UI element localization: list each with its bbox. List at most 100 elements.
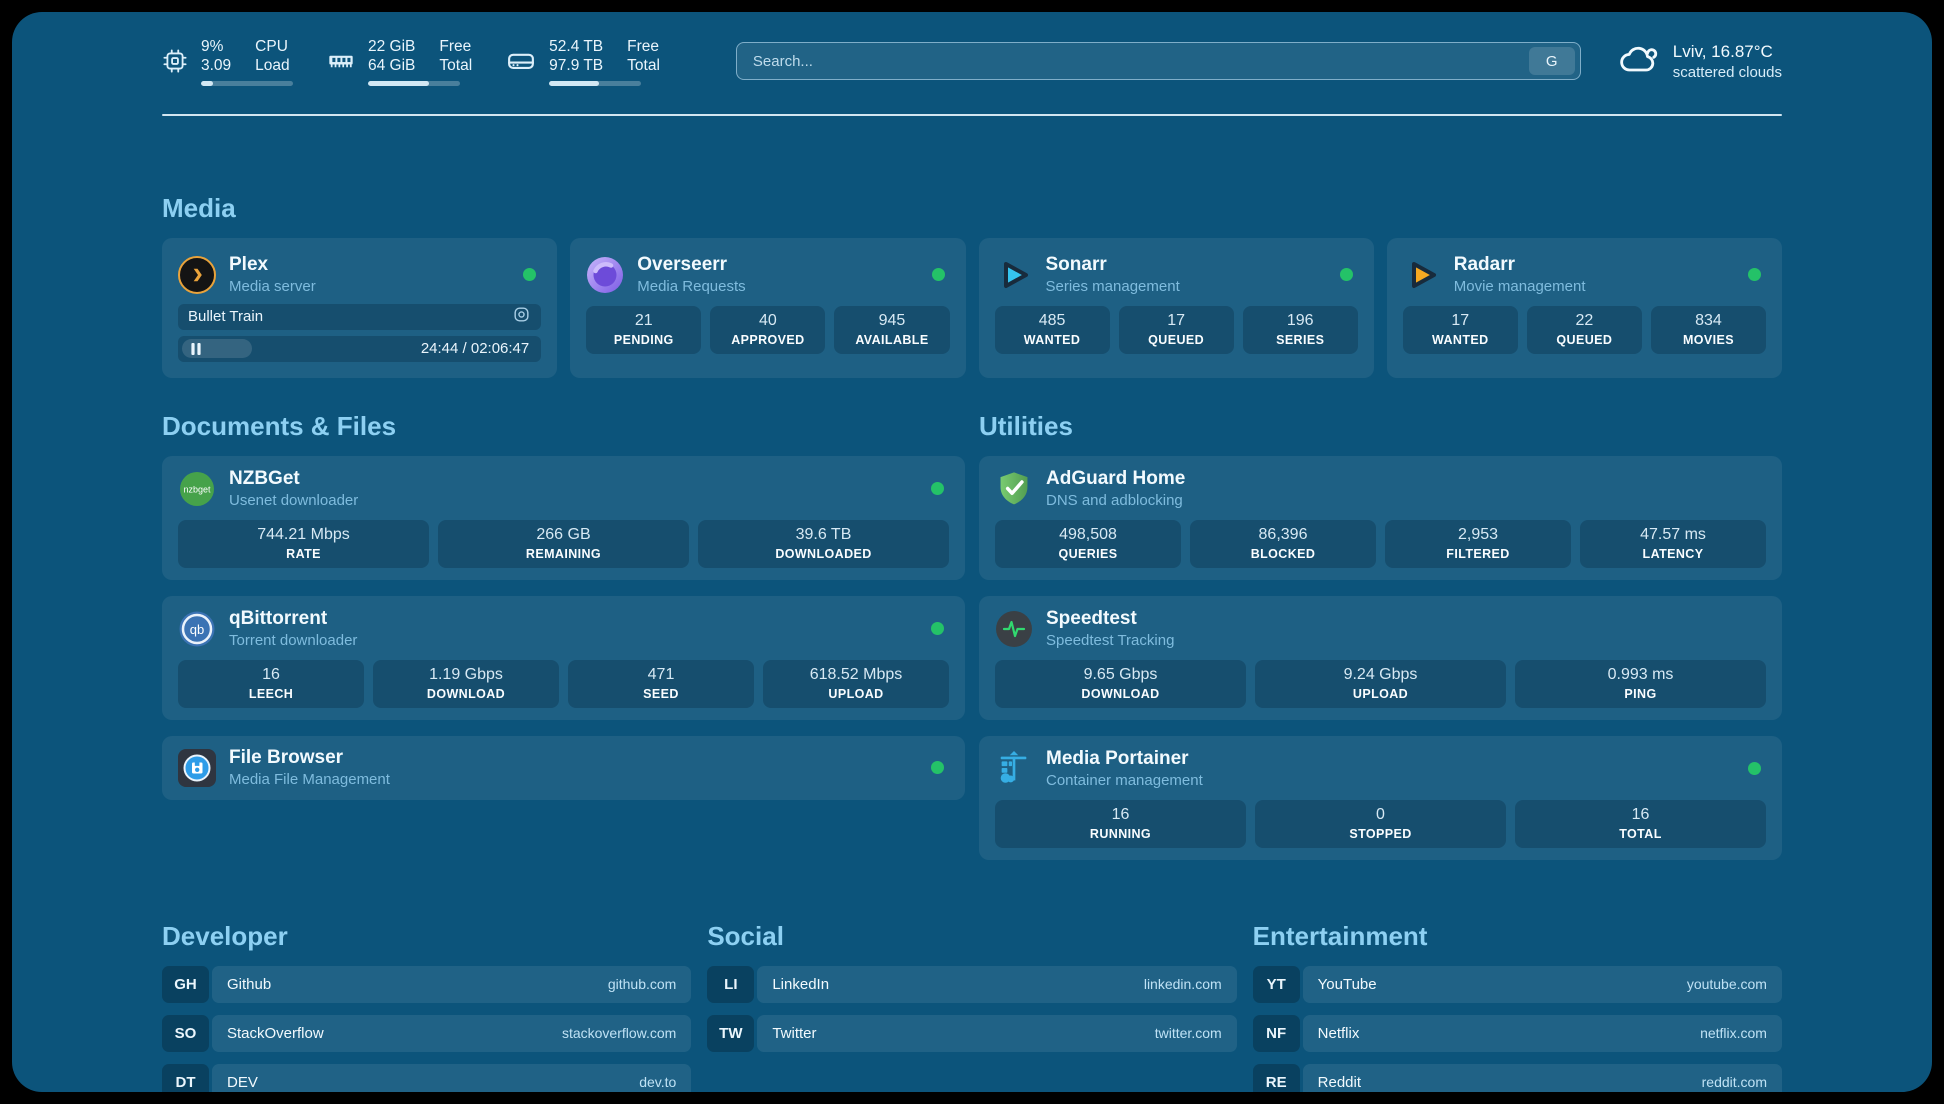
stat-box: 1.19 Gbps DOWNLOAD <box>373 659 559 708</box>
cpu-usage-value: 9% <box>201 38 224 55</box>
bookmark-row-dev[interactable]: DT DEV dev.to <box>162 1063 692 1092</box>
bookmark-name: Twitter <box>772 1024 817 1042</box>
plex-icon <box>178 255 216 294</box>
bookmark-url: linkedin.com <box>1143 976 1222 992</box>
status-dot <box>1339 268 1353 281</box>
app-title: NZBGet <box>229 468 300 489</box>
app-subtitle: Movie management <box>1453 278 1586 295</box>
app-card-sonarr[interactable]: Sonarr Series management 485 WANTED 17 QUE… <box>978 237 1374 378</box>
app-card-speedtest[interactable]: Speedtest Speedtest Tracking 9.65 Gbps DO… <box>979 595 1782 720</box>
section-title-media: Media <box>162 192 236 223</box>
app-card-adguard[interactable]: AdGuard Home DNS and adblocking 498,508 Q… <box>979 455 1782 580</box>
bookmark-name: LinkedIn <box>772 975 830 993</box>
playback-bar: 24:44 / 02:06:47 <box>178 335 542 362</box>
section-title-documents: Documents & Files <box>162 410 397 441</box>
cpu-widget: 9% 3.09 CPU Load <box>162 37 293 86</box>
disk-free-label: Free <box>627 38 660 55</box>
stat-box: 9.65 Gbps DOWNLOAD <box>995 659 1246 708</box>
bookmark-url: stackoverflow.com <box>561 1025 677 1041</box>
bookmark-abbr: YT <box>1252 965 1300 1003</box>
bookmark-row-linkedin[interactable]: LI LinkedIn linkedin.com <box>707 965 1237 1003</box>
memory-free-label: Free <box>439 38 472 55</box>
bookmark-row-github[interactable]: GH Github github.com <box>162 965 692 1003</box>
session-icon <box>512 305 531 329</box>
qbittorrent-icon: qb <box>178 610 216 648</box>
app-card-portainer[interactable]: Media Portainer Container management 16 R… <box>979 735 1782 860</box>
app-subtitle: Media Requests <box>637 278 746 295</box>
bookmark-row-reddit[interactable]: RE Reddit reddit.com <box>1252 1063 1782 1092</box>
disk-total-value: 97.9 TB <box>549 57 604 74</box>
bookmark-row-netflix[interactable]: NF Netflix netflix.com <box>1252 1014 1782 1052</box>
app-subtitle: Container management <box>1046 772 1203 789</box>
cpu-load-label: Load <box>255 57 290 74</box>
bookmark-row-stackoverflow[interactable]: SO StackOverflow stackoverflow.com <box>162 1014 692 1052</box>
top-bar: 9% 3.09 CPU Load <box>162 37 1782 86</box>
app-card-nzbget[interactable]: nzbget NZBGet Usenet downloader 744.21 M… <box>162 455 965 580</box>
app-card-radarr[interactable]: Radarr Movie management 17 WANTED 22 QUEUE… <box>1386 237 1782 378</box>
disk-widget: 52.4 TB 97.9 TB Free Total <box>506 37 660 86</box>
bookmark-name: Reddit <box>1317 1073 1362 1091</box>
search-input[interactable] <box>750 51 1529 71</box>
app-subtitle: Usenet downloader <box>229 492 359 509</box>
disk-free-value: 52.4 TB <box>549 38 604 55</box>
section-title-utilities: Utilities <box>979 410 1073 441</box>
cpu-usage-label: CPU <box>255 38 288 55</box>
overseerr-icon <box>586 256 624 294</box>
app-title: File Browser <box>229 747 344 768</box>
bookmark-name: StackOverflow <box>227 1024 324 1042</box>
bookmark-row-twitter[interactable]: TW Twitter twitter.com <box>707 1014 1237 1052</box>
bookmark-url: dev.to <box>639 1074 677 1090</box>
disk-total-label: Total <box>627 57 660 74</box>
bookmark-name: DEV <box>227 1073 258 1091</box>
search-engine-button[interactable]: G <box>1528 47 1575 76</box>
pause-icon[interactable] <box>191 342 201 355</box>
stat-box: 2,953 FILTERED <box>1385 519 1571 568</box>
app-card-plex[interactable]: Plex Media server Bullet Train <box>162 237 558 378</box>
bookmark-url: github.com <box>607 976 677 992</box>
stat-box: 39.6 TB DOWNLOADED <box>698 519 949 568</box>
weather-widget: Lviv, 16.87°C scattered clouds <box>1617 40 1782 83</box>
app-card-overseerr[interactable]: Overseerr Media Requests 21 PENDING 40 APP… <box>570 237 966 378</box>
app-subtitle: Torrent downloader <box>229 632 358 649</box>
stat-box: 498,508 QUERIES <box>995 519 1181 568</box>
app-card-qbittorrent[interactable]: qb qBittorrent Torrent downloader 16 LEEC… <box>162 595 965 720</box>
app-title: Overseerr <box>637 254 728 275</box>
cpu-chip-icon <box>162 48 188 74</box>
stat-box: 0 STOPPED <box>1255 799 1506 848</box>
section-title-entertainment: Entertainment <box>1252 920 1428 951</box>
filebrowser-icon <box>178 748 216 787</box>
app-card-filebrowser[interactable]: File Browser Media File Management <box>162 735 965 800</box>
playback-time: 24:44 / 02:06:47 <box>420 340 530 357</box>
now-playing-title: Bullet Train <box>188 308 264 325</box>
bookmark-url: twitter.com <box>1154 1025 1222 1041</box>
bookmark-row-youtube[interactable]: YT YouTube youtube.com <box>1252 965 1782 1003</box>
app-title: Sonarr <box>1045 254 1107 275</box>
stat-box: 40 APPROVED <box>710 305 826 354</box>
status-dot <box>931 622 944 635</box>
app-subtitle: Media File Management <box>229 771 390 788</box>
radarr-icon <box>1403 256 1441 294</box>
bookmarks-developer: Developer GH Github github.com SO StackO… <box>162 920 692 1092</box>
app-title: Speedtest <box>1046 608 1137 629</box>
bookmark-abbr: RE <box>1252 1063 1300 1092</box>
status-dot <box>931 761 944 774</box>
memory-icon <box>327 47 355 75</box>
stat-box: 471 SEED <box>568 659 754 708</box>
section-title-developer: Developer <box>162 920 288 951</box>
stat-box: 47.57 ms LATENCY <box>1580 519 1766 568</box>
stat-box: 618.52 Mbps UPLOAD <box>763 659 949 708</box>
bookmark-name: YouTube <box>1317 975 1377 993</box>
stat-box: 744.21 Mbps RATE <box>178 519 429 568</box>
nzbget-icon: nzbget <box>178 470 216 508</box>
bookmark-url: youtube.com <box>1686 976 1767 992</box>
svg-text:qb: qb <box>190 622 204 637</box>
stat-box: 0.993 ms PING <box>1515 659 1766 708</box>
stat-box: 196 SERIES <box>1242 305 1358 354</box>
sonarr-icon <box>995 256 1033 294</box>
memory-total-value: 64 GiB <box>368 57 416 74</box>
bookmark-name: Github <box>227 975 272 993</box>
bookmark-abbr: DT <box>162 1063 209 1092</box>
bookmark-abbr: GH <box>162 965 209 1003</box>
stat-box: 22 QUEUED <box>1526 305 1642 354</box>
cloud-icon <box>1617 40 1661 83</box>
